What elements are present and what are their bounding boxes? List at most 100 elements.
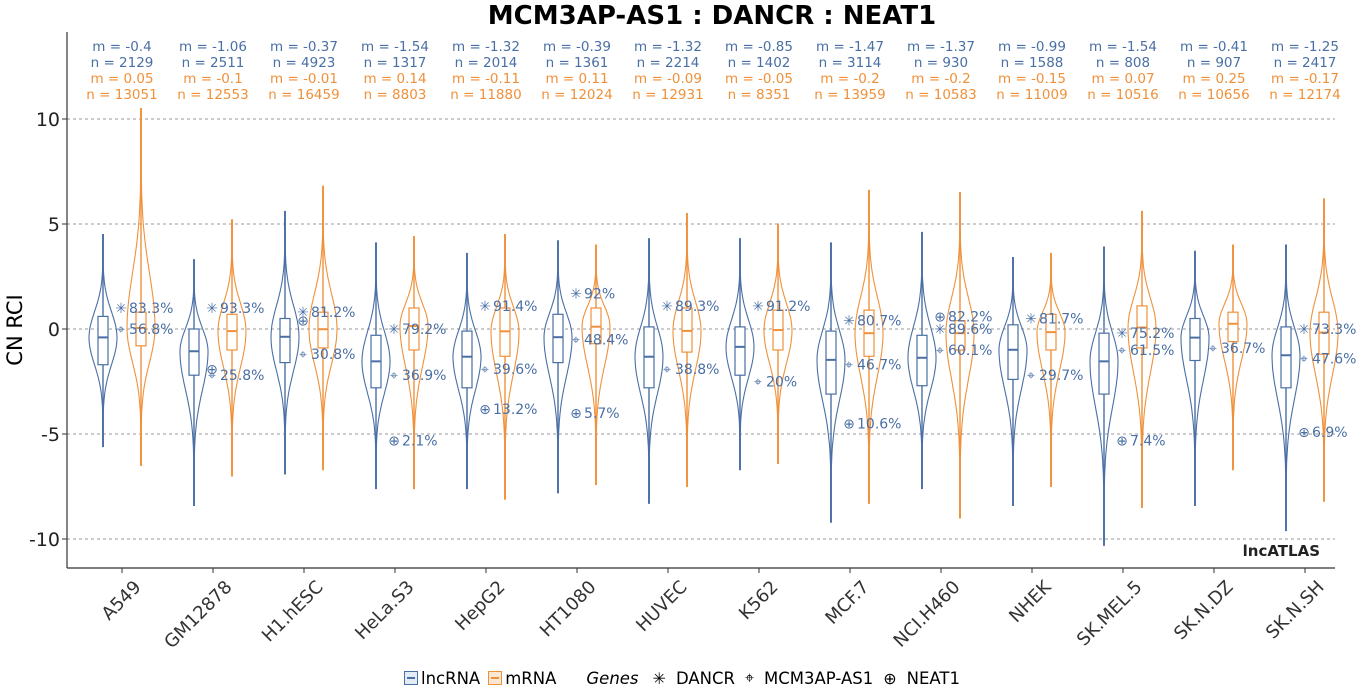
percent-label: 81.7% <box>1039 312 1083 328</box>
mcm-crosshair-icon: ⌖ <box>744 668 754 687</box>
stat-label: m = -0.1 <box>183 71 242 87</box>
x-tick-label: A549 <box>98 577 146 625</box>
y-tick-label: -5 <box>41 424 60 446</box>
percent-label: 83.3% <box>129 301 173 317</box>
stat-label: n = 4923 <box>273 55 336 71</box>
stat-label: n = 8803 <box>364 87 427 103</box>
stat-label: m = -0.05 <box>725 71 793 87</box>
group-nhek: ✳ 81.7% ⌖ 29.7% <box>998 252 1083 506</box>
stat-label: m = 0.05 <box>90 71 153 87</box>
stat-label: m = -0.39 <box>543 39 611 55</box>
mrna-box <box>1227 311 1239 343</box>
stat-label: m = -0.4 <box>92 39 151 55</box>
group-nci-h460: ✳ 89.6%⌖ 60.1% ⊕ 82.2% <box>907 191 992 519</box>
percent-label: 93.3% <box>220 301 264 317</box>
stat-label: m = -1.06 <box>179 39 247 55</box>
mrna-box <box>135 311 147 347</box>
stat-label: n = 10516 <box>1087 87 1158 103</box>
percent-label: 60.1% <box>948 343 992 359</box>
dancr-asterisk-icon: ✳ <box>652 668 666 688</box>
percent-label: 80.7% <box>857 314 901 330</box>
x-tick-label: SK.N.SH <box>1262 577 1329 644</box>
x-tick-label: NCI.H460 <box>890 577 965 652</box>
lncrna-box <box>825 330 837 395</box>
percent-label: 48.4% <box>584 333 628 349</box>
watermark: lncATLAS <box>1243 542 1320 560</box>
mcm-crosshair-icon: ⌖ <box>572 333 580 349</box>
lncrna-box <box>1280 326 1292 389</box>
x-tick-label: HT1080 <box>536 577 601 642</box>
mcm-crosshair-icon: ⌖ <box>1300 351 1308 367</box>
stat-label: n = 2014 <box>455 55 518 71</box>
lncrna-box <box>916 334 928 387</box>
chart-title: MCM3AP-AS1 : DANCR : NEAT1 <box>488 1 936 31</box>
stat-label: n = 2129 <box>91 55 154 71</box>
percent-label: 81.2% <box>311 305 355 321</box>
mrna-box <box>954 320 966 351</box>
percent-label: 91.4% <box>493 299 537 315</box>
x-tick-label: GM12878 <box>160 577 236 653</box>
stat-label: n = 12024 <box>541 87 612 103</box>
stat-label: m = -1.47 <box>816 39 884 55</box>
stat-label: m = -0.99 <box>998 39 1066 55</box>
percent-label: 39.6% <box>493 362 537 378</box>
neat-circle-plus-icon: ⊕ <box>388 433 400 449</box>
stat-label: m = -0.17 <box>1271 71 1339 87</box>
legend-mrna-label: mRNA <box>505 668 557 688</box>
stat-label: m = -0.15 <box>998 71 1066 87</box>
stat-label: m = 0.14 <box>363 71 426 87</box>
axes <box>66 32 1335 569</box>
y-tick-label: -10 <box>29 529 60 551</box>
lncrna-box <box>1189 317 1201 362</box>
lncrna-box <box>734 326 746 376</box>
stat-label: n = 2417 <box>1274 55 1337 71</box>
stat-label: m = -0.09 <box>634 71 702 87</box>
percent-label: 2.1% <box>402 433 438 449</box>
percent-label: 56.8% <box>129 322 173 338</box>
mcm-crosshair-icon: ⌖ <box>663 362 671 378</box>
lncrna-key-icon <box>404 671 418 685</box>
stat-label: n = 10583 <box>905 87 976 103</box>
stat-label: m = -0.85 <box>725 39 793 55</box>
percent-label: 38.8% <box>675 362 719 378</box>
group-hepg2: ✳ 91.4% ⌖ 39.6% ⊕ 13.2% <box>452 233 537 500</box>
stat-label: n = 1317 <box>364 55 427 71</box>
dancr-asterisk-icon: ✳ <box>1116 326 1128 342</box>
neat-circle-plus-icon: ⊕ <box>843 417 855 433</box>
percent-label: 89.3% <box>675 299 719 315</box>
y-tick-label: 10 <box>36 109 60 131</box>
x-tick-label: HeLa.S3 <box>351 577 418 644</box>
stat-label: n = 1361 <box>546 55 609 71</box>
neat-circle-plus-icon: ⊕ <box>883 668 897 688</box>
percent-label: 6.9% <box>1312 425 1348 441</box>
percent-label: 36.9% <box>402 368 446 384</box>
percent-label: 7.4% <box>1130 433 1166 449</box>
x-ticks: A549 GM12878 H1.hESC HeLa.S3 HepG2 HT1080 HUVE… <box>98 568 1329 653</box>
mcm-crosshair-icon: ⌖ <box>390 368 398 384</box>
x-tick-label: H1.hESC <box>258 577 328 647</box>
group-hela-s3: ✳ 79.2% ⌖ 36.9% ⊕ 2.1% <box>361 236 446 490</box>
mrna-box <box>408 307 420 351</box>
mrna-key-icon <box>488 671 503 685</box>
stat-label: n = 11880 <box>450 87 521 103</box>
percent-label: 36.7% <box>1221 341 1265 357</box>
x-tick-label: SK.MEL.5 <box>1073 577 1147 651</box>
group-a549: ✳ 83.3%⌖ 56.8% <box>88 107 173 467</box>
stat-label: m = 0.25 <box>1182 71 1245 87</box>
mcm-crosshair-icon: ⌖ <box>117 322 125 338</box>
plot-area: ✳ 83.3%⌖ 56.8%✳ 93.3%⌖ 25.8%⊕✳ 81.2%⌖ 30.8%⊕✳ 7… <box>88 107 1356 546</box>
percent-label: 89.6% <box>948 322 992 338</box>
x-tick-label: NHEK <box>1005 576 1056 627</box>
mcm-crosshair-icon: ⌖ <box>299 347 307 363</box>
percent-label: 25.8% <box>220 368 264 384</box>
stat-label: n = 808 <box>1096 55 1150 71</box>
group-sk-n-sh: ✳ 73.3%⌖ 47.6% ⊕ 6.9% <box>1271 198 1356 532</box>
group-sk-n-dz: ⌖ 36.7% <box>1180 244 1265 506</box>
dancr-asterisk-icon: ✳ <box>115 301 127 317</box>
stat-label: n = 3114 <box>819 55 882 71</box>
mcm-crosshair-icon: ⌖ <box>845 358 853 374</box>
legend-dancr-label: DANCR <box>675 668 735 688</box>
stat-label: n = 13959 <box>814 87 885 103</box>
mrna-box <box>226 313 238 351</box>
stat-label: n = 11009 <box>996 87 1067 103</box>
